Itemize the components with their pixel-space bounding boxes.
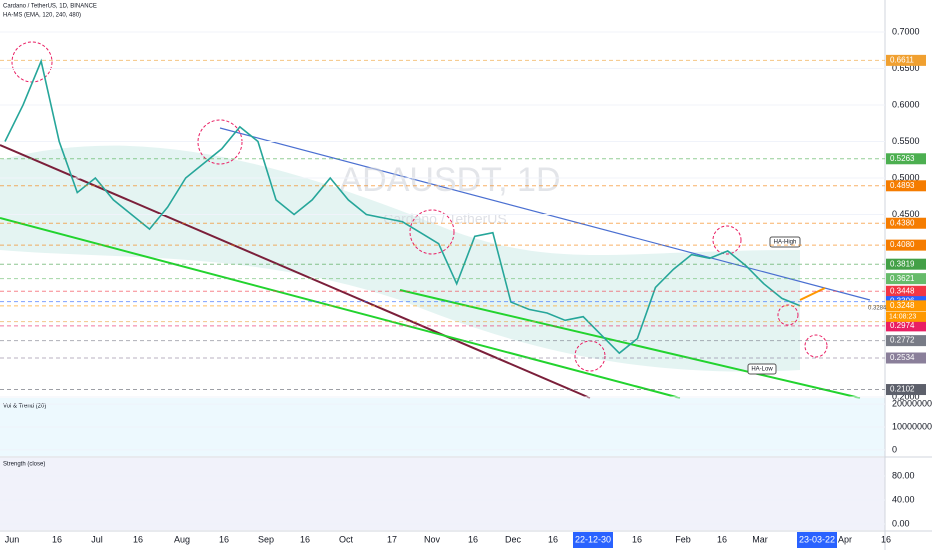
price-tag-label: 0.3448 xyxy=(890,286,915,295)
price-tag xyxy=(886,335,926,347)
price-tag-label: 0.4080 xyxy=(890,240,915,249)
annotation-box xyxy=(769,236,801,248)
circle xyxy=(409,209,455,255)
y-tick-label: 1000000000 xyxy=(892,421,932,431)
x-tick-label: Mar xyxy=(752,534,768,544)
price-tag-label: 0.3248 xyxy=(890,301,915,310)
price-tag xyxy=(886,300,926,312)
y-tick-label: 0.6500 xyxy=(892,63,920,73)
annotation-box xyxy=(747,363,777,375)
price-tag xyxy=(886,180,926,192)
x-tick-label: Sep xyxy=(258,534,274,544)
y-tick-label: 0.4500 xyxy=(892,209,920,219)
y-tick-label: 80.00 xyxy=(892,470,915,480)
price-tag xyxy=(886,384,926,396)
indicator-title: HA-MS (EMA, 120, 240, 480) xyxy=(3,13,81,19)
y-tick-label: 0.5500 xyxy=(892,136,920,146)
price-tag xyxy=(886,217,926,229)
trendline xyxy=(0,144,591,399)
price-tag-label: 0.6611 xyxy=(890,55,914,64)
volume-title: Vol & Trend (20) xyxy=(3,404,46,410)
countdown-box xyxy=(886,311,926,322)
x-tick-label: Jul xyxy=(91,534,103,544)
x-tick-label: 16 xyxy=(468,534,478,544)
y-tick-label: 0.6000 xyxy=(892,99,920,109)
x-tick-label: 22-12-30 xyxy=(575,534,611,544)
countdown: 14:08:23 xyxy=(889,314,916,321)
annotation: HA-High xyxy=(774,240,797,246)
side-label: 0.3284 xyxy=(868,306,887,312)
x-tick-label: 16 xyxy=(133,534,143,544)
price-tag-label: 0.3621 xyxy=(890,274,915,283)
y-tick-label: 2000000000 xyxy=(892,398,932,408)
y-tick-label: 0.2000 xyxy=(892,391,920,401)
x-tick-label: Jun xyxy=(5,534,20,544)
x-tick-label: Oct xyxy=(339,534,354,544)
x-tick-highlight xyxy=(573,532,613,548)
band xyxy=(0,145,800,372)
price-tag xyxy=(886,258,926,270)
x-tick-label: 16 xyxy=(548,534,558,544)
price-tag xyxy=(886,320,926,332)
price-tag xyxy=(886,153,926,165)
price-tag-label: 0.4893 xyxy=(890,181,915,190)
price-tag xyxy=(886,239,926,251)
circle xyxy=(712,225,742,255)
price-tag-label: 0.5263 xyxy=(890,154,915,163)
y-tick-label: 40.00 xyxy=(892,494,915,504)
x-tick-label: 17 xyxy=(387,534,397,544)
x-tick-label: Apr xyxy=(838,534,852,544)
price-tag-label: 0.3819 xyxy=(890,259,915,268)
x-tick-highlight xyxy=(797,532,837,548)
x-tick-label: Aug xyxy=(174,534,190,544)
arrow xyxy=(799,287,826,301)
chart-title: Cardano / TetherUS, 1D, BINANCE xyxy=(3,4,97,10)
main-pane xyxy=(0,0,885,398)
y-tick-label: 0 xyxy=(892,444,897,454)
x-tick-label: Dec xyxy=(505,534,522,544)
y-tick-label: 0.00 xyxy=(892,518,910,528)
x-tick-label: 16 xyxy=(632,534,642,544)
price-tag xyxy=(886,54,926,66)
x-tick-label: Nov xyxy=(424,534,441,544)
price-tag-label: 0.2534 xyxy=(890,353,915,362)
y-tick-label: 0.7000 xyxy=(892,26,920,36)
x-tick-label: 16 xyxy=(300,534,310,544)
x-tick-label: 16 xyxy=(881,534,891,544)
strength-title: Strength (close) xyxy=(3,462,45,468)
x-tick-label: 16 xyxy=(219,534,229,544)
circle xyxy=(804,334,828,358)
annotation: HA-Low xyxy=(751,367,773,373)
price-tag xyxy=(886,285,926,297)
y-tick-label: 0.5000 xyxy=(892,172,920,182)
price-tag-label: 0.2772 xyxy=(890,336,915,345)
strength-pane xyxy=(0,458,885,530)
price-tag-label: 0.2102 xyxy=(890,385,915,394)
watermark-sub: Cardano / TetherUS xyxy=(383,211,506,227)
watermark: ADAUSDT, 1D xyxy=(339,161,560,199)
circle xyxy=(197,119,243,165)
trendline xyxy=(0,217,681,399)
price-line xyxy=(4,58,801,355)
x-tick-label: 16 xyxy=(717,534,727,544)
price-tag xyxy=(886,352,926,364)
price-tag xyxy=(886,273,926,285)
x-tick-label: 23-03-22 xyxy=(799,534,835,544)
price-tag-label: 0.2974 xyxy=(890,321,915,330)
x-tick-label: 16 xyxy=(52,534,62,544)
circle xyxy=(777,304,799,326)
price-tag-label: 0.4380 xyxy=(890,218,915,227)
x-tick-label: Feb xyxy=(675,534,691,544)
